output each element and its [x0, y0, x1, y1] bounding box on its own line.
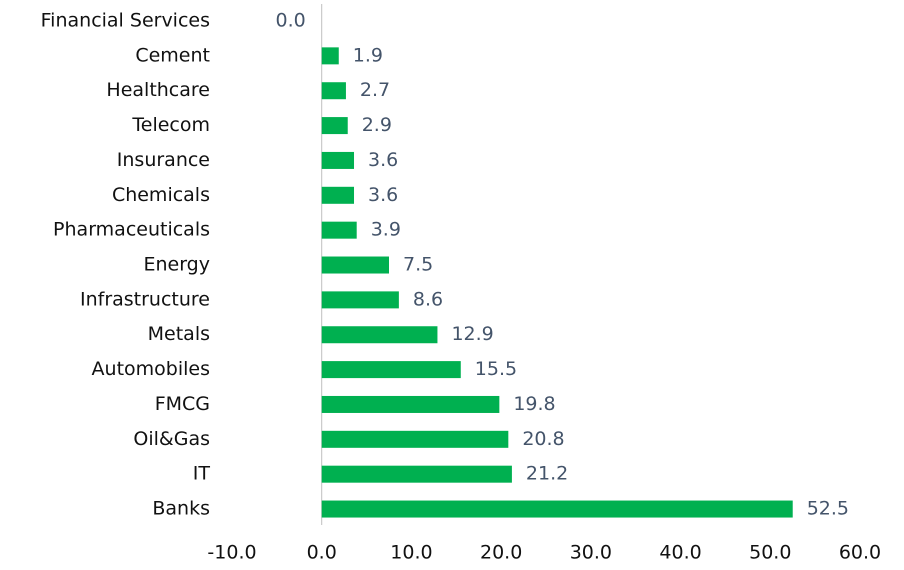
x-tick-label: 0.0 — [307, 542, 337, 564]
x-tick-label: -10.0 — [207, 542, 256, 564]
value-label: 7.5 — [403, 254, 433, 276]
value-label: 1.9 — [353, 44, 383, 66]
bar — [321, 361, 461, 379]
value-label: 52.5 — [807, 498, 849, 520]
bar — [321, 47, 339, 65]
value-label: 15.5 — [475, 358, 517, 380]
x-tick-label: 50.0 — [749, 542, 791, 564]
y-tick-label: Infrastructure — [80, 288, 210, 310]
y-tick-label: Cement — [135, 44, 210, 66]
value-label: 12.9 — [451, 323, 493, 345]
bar — [321, 395, 500, 413]
y-tick-label: Healthcare — [106, 79, 210, 101]
bar — [321, 465, 512, 483]
value-label: 3.6 — [368, 149, 398, 171]
y-tick-label: Oil&Gas — [133, 428, 210, 450]
bar — [321, 326, 438, 344]
y-tick-label: Banks — [152, 498, 210, 520]
y-tick-label: Insurance — [117, 149, 210, 171]
y-tick-label: Chemicals — [112, 184, 210, 206]
y-tick-label: Automobiles — [92, 358, 210, 380]
x-tick-label: 60.0 — [839, 542, 881, 564]
bar — [321, 221, 357, 239]
y-tick-label: Financial Services — [41, 10, 210, 32]
value-label: 3.6 — [368, 184, 398, 206]
x-tick-label: 20.0 — [480, 542, 522, 564]
y-tick-label: Telecom — [131, 114, 210, 136]
bar — [321, 82, 346, 100]
bar — [321, 291, 399, 309]
y-tick-label: Pharmaceuticals — [53, 219, 210, 241]
value-label: 2.7 — [360, 79, 390, 101]
y-tick-label: FMCG — [155, 393, 210, 415]
bar — [321, 186, 355, 204]
value-label: 3.9 — [371, 219, 401, 241]
value-label: 19.8 — [513, 393, 555, 415]
bar — [321, 430, 509, 448]
bar — [321, 500, 793, 518]
x-tick-label: 10.0 — [390, 542, 432, 564]
y-tick-label: Metals — [148, 323, 210, 345]
y-tick-label: Energy — [143, 254, 210, 276]
bar — [321, 117, 348, 135]
bar — [321, 151, 355, 169]
value-label: 21.2 — [526, 463, 568, 485]
x-tick-label: 40.0 — [659, 542, 701, 564]
bar — [321, 256, 389, 274]
y-tick-label: IT — [193, 463, 211, 485]
value-label: 2.9 — [362, 114, 392, 136]
x-tick-label: 30.0 — [570, 542, 612, 564]
value-label: 0.0 — [275, 10, 305, 32]
value-label: 20.8 — [522, 428, 564, 450]
value-label: 8.6 — [413, 288, 443, 310]
